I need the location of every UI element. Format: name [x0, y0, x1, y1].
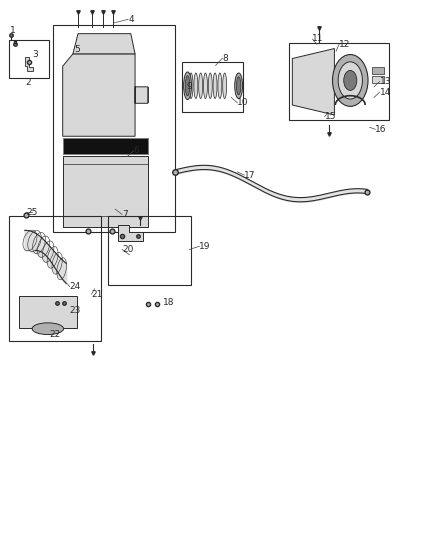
Text: 24: 24 — [70, 282, 81, 291]
Ellipse shape — [184, 72, 191, 100]
Polygon shape — [19, 296, 77, 328]
Text: 20: 20 — [122, 245, 134, 254]
Text: 17: 17 — [244, 171, 256, 180]
Text: 14: 14 — [380, 87, 391, 96]
Text: 1: 1 — [11, 26, 16, 35]
Ellipse shape — [223, 73, 226, 99]
Text: 23: 23 — [70, 305, 81, 314]
Text: 11: 11 — [312, 35, 324, 44]
Text: 21: 21 — [92, 289, 103, 298]
Ellipse shape — [344, 70, 357, 91]
Text: 4: 4 — [128, 15, 134, 24]
Ellipse shape — [237, 77, 241, 95]
Polygon shape — [63, 54, 148, 136]
Text: 15: 15 — [325, 112, 336, 121]
Ellipse shape — [199, 73, 203, 99]
Text: 12: 12 — [339, 40, 350, 49]
Ellipse shape — [189, 73, 193, 99]
Ellipse shape — [235, 73, 243, 99]
Text: 8: 8 — [223, 54, 228, 62]
Text: 5: 5 — [74, 45, 80, 54]
Text: 3: 3 — [32, 51, 38, 59]
Bar — [182, 62, 243, 112]
Bar — [108, 216, 191, 285]
Text: 22: 22 — [49, 330, 61, 339]
Bar — [289, 43, 389, 120]
Text: 6: 6 — [134, 146, 140, 155]
Text: 16: 16 — [375, 125, 387, 134]
Text: 2: 2 — [25, 77, 31, 86]
Polygon shape — [25, 56, 32, 71]
Polygon shape — [73, 34, 135, 54]
Text: 7: 7 — [122, 210, 128, 219]
Polygon shape — [292, 49, 334, 115]
Text: 18: 18 — [163, 298, 175, 307]
Polygon shape — [118, 225, 143, 241]
Bar — [63, 138, 148, 154]
Text: 13: 13 — [380, 77, 391, 86]
Ellipse shape — [332, 54, 368, 107]
Text: 19: 19 — [199, 242, 211, 251]
Ellipse shape — [218, 73, 222, 99]
Ellipse shape — [185, 76, 190, 96]
Text: 9: 9 — [186, 82, 192, 91]
Ellipse shape — [208, 73, 212, 99]
Ellipse shape — [32, 323, 64, 335]
Ellipse shape — [213, 73, 217, 99]
Text: 25: 25 — [26, 208, 37, 217]
Bar — [63, 157, 148, 227]
Bar — [135, 87, 148, 102]
Bar — [63, 138, 148, 154]
Bar — [10, 39, 49, 78]
Polygon shape — [372, 67, 384, 74]
Ellipse shape — [338, 62, 362, 99]
Ellipse shape — [194, 73, 198, 99]
Text: 10: 10 — [237, 98, 249, 107]
Bar — [10, 216, 101, 341]
Bar — [53, 25, 175, 232]
Ellipse shape — [204, 73, 208, 99]
Polygon shape — [372, 76, 384, 83]
